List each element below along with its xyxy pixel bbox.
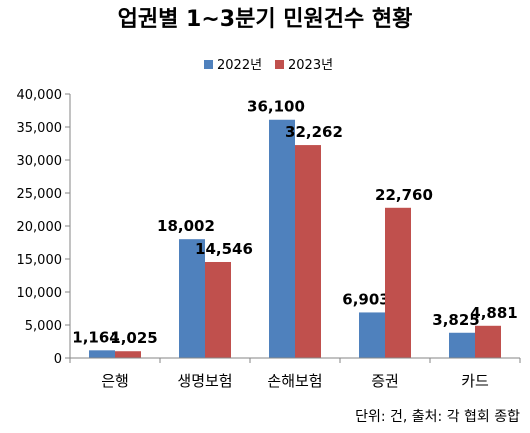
y-tick-label: 15,000 [17, 253, 63, 268]
bar-2022년-카드 [449, 332, 475, 358]
data-label: 6,903 [342, 290, 389, 308]
legend-swatch-2023 [275, 60, 284, 69]
source-note: 단위: 건, 출처: 각 협회 종합 [355, 409, 520, 425]
data-label: 1,025 [110, 329, 157, 347]
bar-2022년-생명보험 [179, 239, 205, 358]
y-tick-label: 10,000 [17, 286, 63, 301]
data-label: 22,760 [375, 186, 433, 204]
y-tick-label: 25,000 [17, 187, 63, 202]
x-tick-label: 증권 [371, 372, 399, 390]
legend-label-2023: 2023년 [288, 58, 333, 73]
y-axis: 0 5,000 10,000 15,000 20,000 25,000 30,000 35,0… [17, 88, 71, 367]
x-axis: 은행 생명보험 손해보험 증권 카드 [69, 357, 521, 390]
legend: 2022년 2023년 [204, 58, 333, 73]
y-tick-label: 35,000 [17, 121, 63, 136]
y-tick-label: 0 [54, 352, 62, 367]
bar-2022년-손해보험 [269, 119, 295, 359]
y-tick-label: 30,000 [17, 154, 63, 169]
data-label: 1,164 [72, 328, 119, 346]
x-tick-label: 은행 [101, 372, 129, 390]
bar-2023년-생명보험 [205, 261, 231, 358]
x-tick-label: 손해보험 [267, 372, 322, 390]
data-label: 3,825 [432, 311, 479, 329]
data-label: 14,546 [195, 240, 253, 258]
y-tick-label: 5,000 [25, 319, 62, 334]
data-label: 4,881 [470, 304, 517, 322]
chart-title: 업권별 1~3분기 민원건수 현황 [118, 7, 413, 32]
bar-2023년-은행 [115, 351, 141, 358]
x-tick-label: 카드 [461, 372, 489, 390]
bar-2023년-증권 [385, 207, 411, 358]
legend-swatch-2022 [204, 60, 213, 69]
y-tick-label: 40,000 [17, 88, 63, 103]
data-label: 18,002 [157, 217, 215, 235]
bar-2022년-증권 [359, 312, 385, 358]
data-label: 32,262 [285, 123, 343, 141]
legend-label-2022: 2022년 [217, 58, 262, 73]
y-tick-label: 20,000 [17, 220, 63, 235]
bar-2023년-손해보험 [295, 145, 321, 358]
data-label: 36,100 [247, 98, 305, 116]
x-tick-label: 생명보험 [177, 372, 232, 390]
bar-2022년-은행 [89, 350, 115, 358]
bar-2023년-카드 [475, 325, 501, 358]
